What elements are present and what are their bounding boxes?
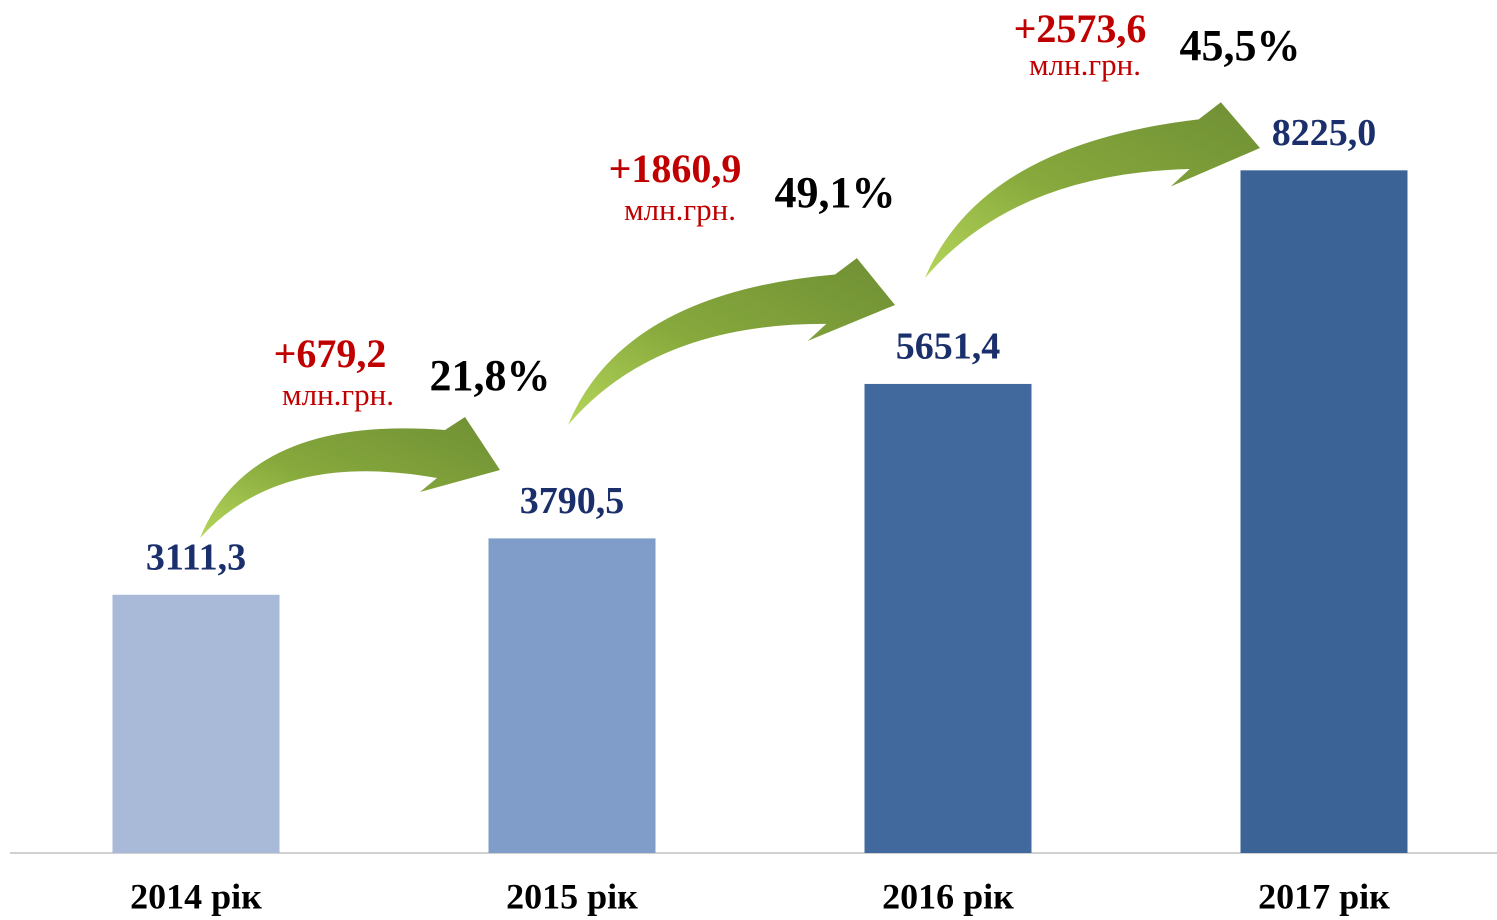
x-tick-label: 2017 рік [1258,876,1390,916]
x-tick-label: 2015 рік [506,876,638,916]
value-label: 3111,3 [146,536,246,578]
growth-delta: +679,2 [274,331,387,376]
growth-percent: 45,5% [1180,21,1301,70]
growth-unit: млн.грн. [1029,47,1141,82]
growth-percent: 21,8% [430,351,551,400]
x-tick-label: 2016 рік [882,876,1014,916]
growth-unit: млн.грн. [624,192,736,227]
bar [1240,170,1408,853]
value-label: 3790,5 [520,480,625,522]
growth-unit: млн.грн. [282,377,394,412]
x-tick-label: 2014 рік [130,876,262,916]
value-label: 5651,4 [896,326,1001,368]
bar [488,538,656,853]
value-label: 8225,0 [1272,112,1377,154]
bar [864,383,1032,853]
bar [112,594,280,853]
growth-percent: 49,1% [775,168,896,217]
growth-delta: +2573,6 [1014,6,1147,51]
growth-arrow [925,102,1260,278]
growth-arrow [200,417,500,538]
growth-arrow [568,258,895,425]
growth-delta: +1860,9 [609,146,742,191]
